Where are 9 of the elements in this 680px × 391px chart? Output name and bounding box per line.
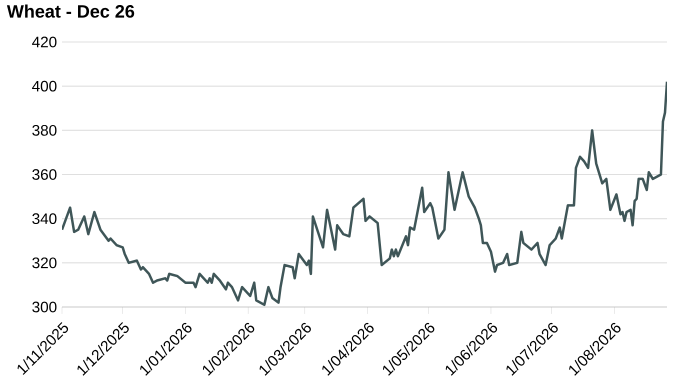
y-tick-label: 420 xyxy=(32,36,56,48)
line-series xyxy=(62,80,668,306)
y-tick-label: 380 xyxy=(32,124,56,136)
chart-title: Wheat - Dec 26 xyxy=(6,4,134,18)
y-tick-label: 300 xyxy=(32,302,56,312)
y-tick-label: 340 xyxy=(32,213,56,224)
y-tick-label: 320 xyxy=(32,257,56,268)
y-tick-label: 400 xyxy=(32,80,56,92)
y-tick-label: 360 xyxy=(32,169,56,180)
